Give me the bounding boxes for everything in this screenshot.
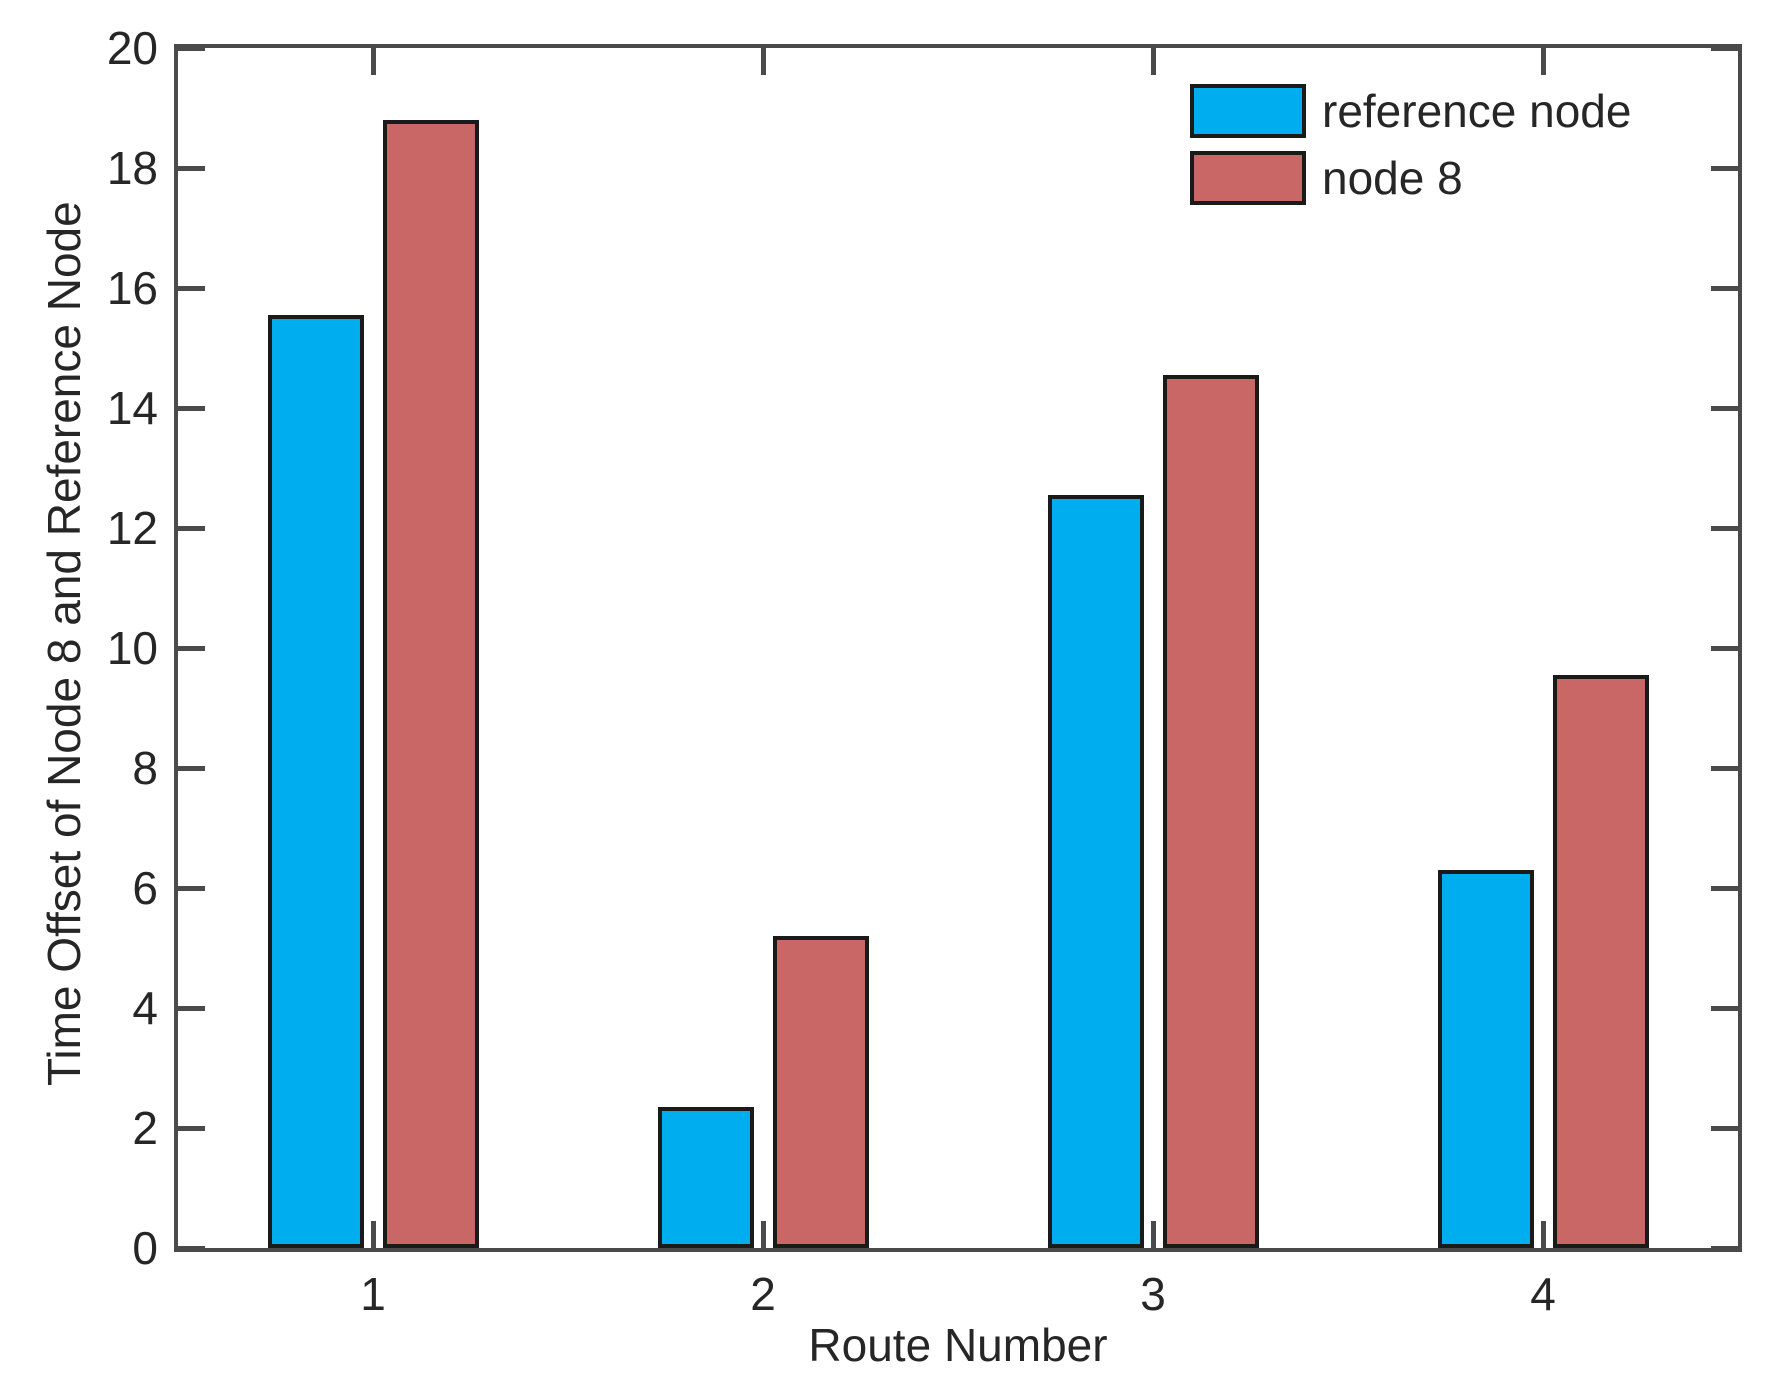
legend: reference node node 8: [1190, 84, 1631, 205]
y-tick-mark-right: [1711, 645, 1738, 651]
bar-node-8-route-4: [1552, 675, 1649, 1248]
x-tick-mark: [1150, 1221, 1156, 1248]
y-tick-mark: [178, 1125, 205, 1131]
y-tick-mark-right: [1711, 1125, 1738, 1131]
bar-reference-node-route-4: [1437, 870, 1534, 1248]
x-tick-label: 3: [1140, 1268, 1166, 1320]
y-tick-mark: [178, 765, 205, 771]
y-tick-label: 14: [106, 382, 158, 434]
y-tick-label: 20: [106, 22, 158, 74]
bar-node-8-route-3: [1162, 375, 1259, 1248]
x-tick-mark: [370, 1221, 376, 1248]
y-tick-mark-right: [1711, 165, 1738, 171]
y-tick-label: 16: [106, 262, 158, 314]
y-tick-mark-right: [1711, 885, 1738, 891]
y-tick-mark-right: [1711, 1005, 1738, 1011]
y-tick-mark: [178, 165, 205, 171]
y-tick-label: 12: [106, 502, 158, 554]
x-tick-label: 2: [750, 1268, 776, 1320]
y-tick-mark: [178, 885, 205, 891]
legend-label: reference node: [1322, 85, 1632, 137]
y-tick-label: 18: [106, 142, 158, 194]
y-tick-mark: [178, 45, 205, 51]
y-tick-mark-right: [1711, 1245, 1738, 1251]
y-tick-label: 4: [132, 982, 158, 1034]
y-tick-mark-right: [1711, 45, 1738, 51]
x-tick-mark-top: [760, 48, 766, 75]
y-tick-label: 2: [132, 1102, 158, 1154]
x-tick-label: 4: [1530, 1268, 1556, 1320]
y-tick-mark: [178, 1005, 205, 1011]
x-tick-mark: [1540, 1221, 1546, 1248]
legend-label: node 8: [1322, 152, 1463, 204]
y-tick-mark: [178, 1245, 205, 1251]
bar-node-8-route-1: [382, 120, 479, 1248]
y-tick-mark: [178, 405, 205, 411]
x-tick-mark-top: [1150, 48, 1156, 75]
y-tick-mark-right: [1711, 525, 1738, 531]
legend-swatch-node-8: [1190, 151, 1306, 205]
bar-node-8-route-2: [772, 936, 869, 1248]
x-tick-mark: [760, 1221, 766, 1248]
y-tick-mark: [178, 645, 205, 651]
y-tick-mark-right: [1711, 285, 1738, 291]
plot-area: reference node node 8: [174, 44, 1742, 1252]
y-tick-label: 10: [106, 622, 158, 674]
y-tick-label: 0: [132, 1222, 158, 1274]
legend-swatch-reference-node: [1190, 84, 1306, 138]
x-axis-label: Route Number: [808, 1319, 1108, 1371]
x-tick-mark-top: [370, 48, 376, 75]
legend-item-reference-node: reference node: [1190, 84, 1631, 138]
y-tick-label: 8: [132, 742, 158, 794]
bar-reference-node-route-1: [267, 315, 364, 1248]
bar-reference-node-route-2: [657, 1107, 754, 1248]
y-tick-mark-right: [1711, 765, 1738, 771]
legend-item-node-8: node 8: [1190, 151, 1631, 205]
x-tick-label: 1: [360, 1268, 386, 1320]
bar-reference-node-route-3: [1047, 495, 1144, 1248]
x-tick-mark-top: [1540, 48, 1546, 75]
y-tick-mark: [178, 285, 205, 291]
y-tick-mark: [178, 525, 205, 531]
y-tick-mark-right: [1711, 405, 1738, 411]
y-tick-label: 6: [132, 862, 158, 914]
